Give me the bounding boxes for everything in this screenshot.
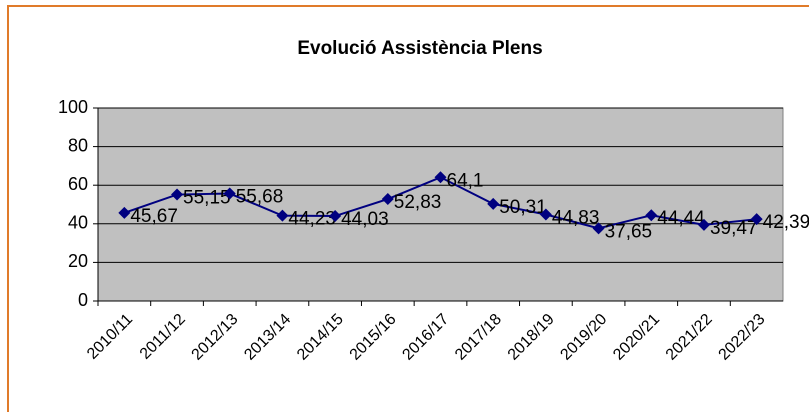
y-tick-label: 60: [68, 174, 88, 194]
marker: [223, 187, 236, 200]
y-tick-label: 80: [68, 135, 88, 155]
marker: [539, 208, 552, 221]
data-label: 55,15: [183, 188, 231, 209]
marker: [381, 193, 394, 206]
data-label: 44,03: [341, 209, 389, 230]
marker: [592, 222, 605, 235]
data-label: 44,83: [552, 207, 600, 228]
data-label: 39,47: [710, 218, 758, 239]
data-label: 37,65: [605, 221, 653, 242]
marker: [329, 210, 342, 223]
data-label: 55,68: [236, 187, 284, 208]
marker: [276, 209, 289, 222]
marker: [434, 171, 447, 184]
y-tick-label: 20: [68, 251, 88, 271]
marker: [645, 209, 658, 222]
data-label: 44,23: [288, 209, 336, 230]
marker: [750, 213, 763, 226]
chart-title: Evolució Assistència Plens: [297, 38, 542, 59]
marker: [171, 188, 184, 201]
marker: [697, 218, 710, 231]
y-tick-label: 40: [68, 213, 88, 233]
data-label: 64,1: [447, 170, 484, 191]
plot-area: [97, 107, 784, 302]
y-tick-label: 100: [58, 97, 88, 117]
marker: [487, 197, 500, 210]
data-label: 52,83: [394, 192, 442, 213]
data-label: 44,44: [657, 208, 705, 229]
marker: [118, 206, 131, 219]
y-tick-label: 0: [78, 290, 88, 310]
data-label: 50,31: [499, 197, 547, 218]
data-label: 45,67: [130, 206, 178, 227]
data-label: 42,39: [763, 212, 809, 233]
